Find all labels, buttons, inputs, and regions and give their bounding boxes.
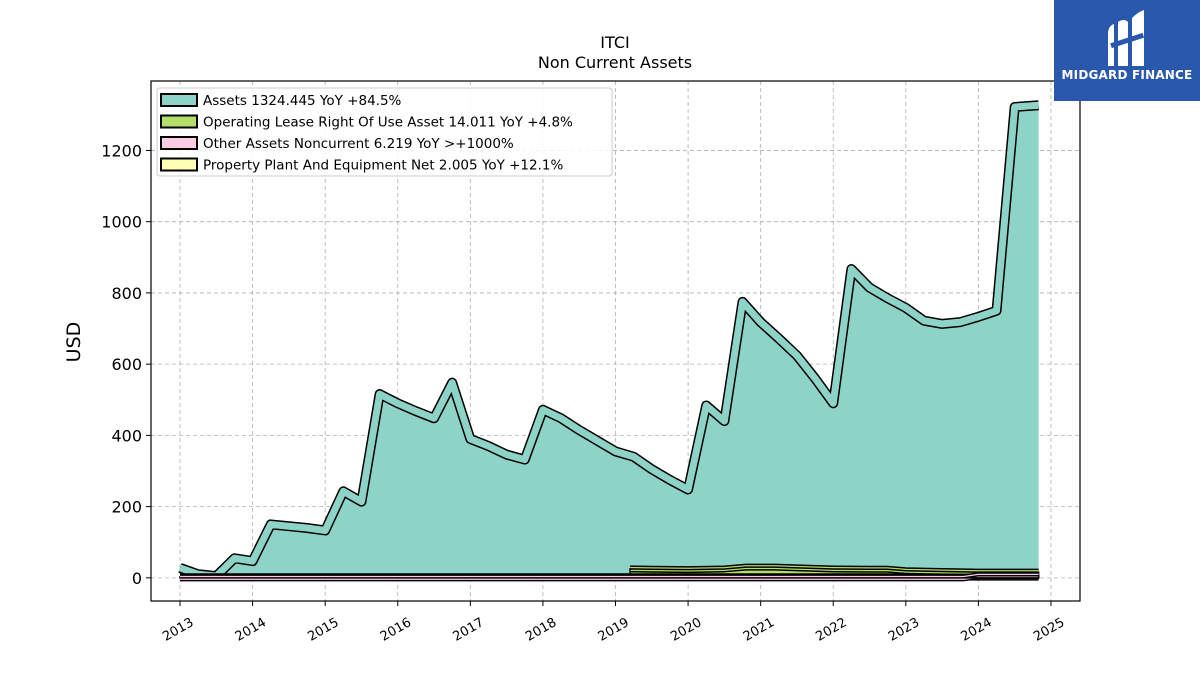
legend-entry: Assets 1324.445 YoY +84.5%: [203, 93, 402, 109]
y-tick-label: 800: [111, 284, 142, 303]
y-tick-label: 0: [132, 569, 142, 588]
x-tick-label: 2024: [959, 615, 995, 645]
series-line: [178, 101, 1039, 580]
x-tick-label: 2018: [523, 615, 559, 645]
legend-entry: Operating Lease Right Of Use Asset 14.01…: [203, 115, 573, 131]
y-tick-label: 400: [111, 426, 142, 445]
y-tick-label: 600: [111, 355, 142, 374]
y-tick-label: 200: [111, 498, 142, 517]
legend-entry: Property Plant And Equipment Net 2.005 Y…: [203, 158, 563, 174]
series-area-outline: [629, 566, 1040, 579]
x-tick-label: 2014: [233, 615, 269, 645]
x-tick-label: 2013: [160, 615, 196, 645]
series-area-assets: [180, 105, 1039, 578]
y-tick-label: 1200: [101, 141, 142, 160]
legend: Assets 1324.445 YoY +84.5% Operating Leas…: [156, 87, 613, 177]
midgard-finance-logo: MIDGARD FINANCE: [1054, 0, 1200, 101]
x-tick-label: 2021: [741, 615, 777, 645]
plot-area: [178, 100, 1040, 582]
y-tick-label: 1000: [101, 213, 142, 232]
chart-title: ITCI: [600, 33, 629, 52]
legend-swatch: [160, 157, 198, 172]
x-tick-label: 2020: [668, 615, 704, 645]
chart-subtitle: Non Current Assets: [538, 53, 692, 72]
y-axis-label: USD: [63, 322, 85, 363]
legend-swatch: [160, 114, 198, 129]
x-tick-label: 2019: [596, 615, 632, 645]
x-tick-label: 2025: [1031, 615, 1067, 645]
series-area-outline: [180, 574, 1040, 579]
legend-box: [156, 87, 613, 177]
legend-entry: Other Assets Noncurrent 6.219 YoY >+1000…: [203, 136, 514, 152]
legend-swatch: [160, 93, 198, 107]
x-tick-label: 2023: [886, 615, 922, 645]
logo-mark-icon: [1108, 10, 1145, 66]
x-tick-label: 2015: [305, 615, 341, 645]
logo-text: MIDGARD FINANCE: [1061, 68, 1193, 82]
legend-swatch: [160, 136, 198, 150]
x-tick-label: 2022: [813, 615, 849, 645]
x-tick-label: 2017: [451, 615, 487, 645]
x-tick-label: 2016: [378, 615, 414, 645]
